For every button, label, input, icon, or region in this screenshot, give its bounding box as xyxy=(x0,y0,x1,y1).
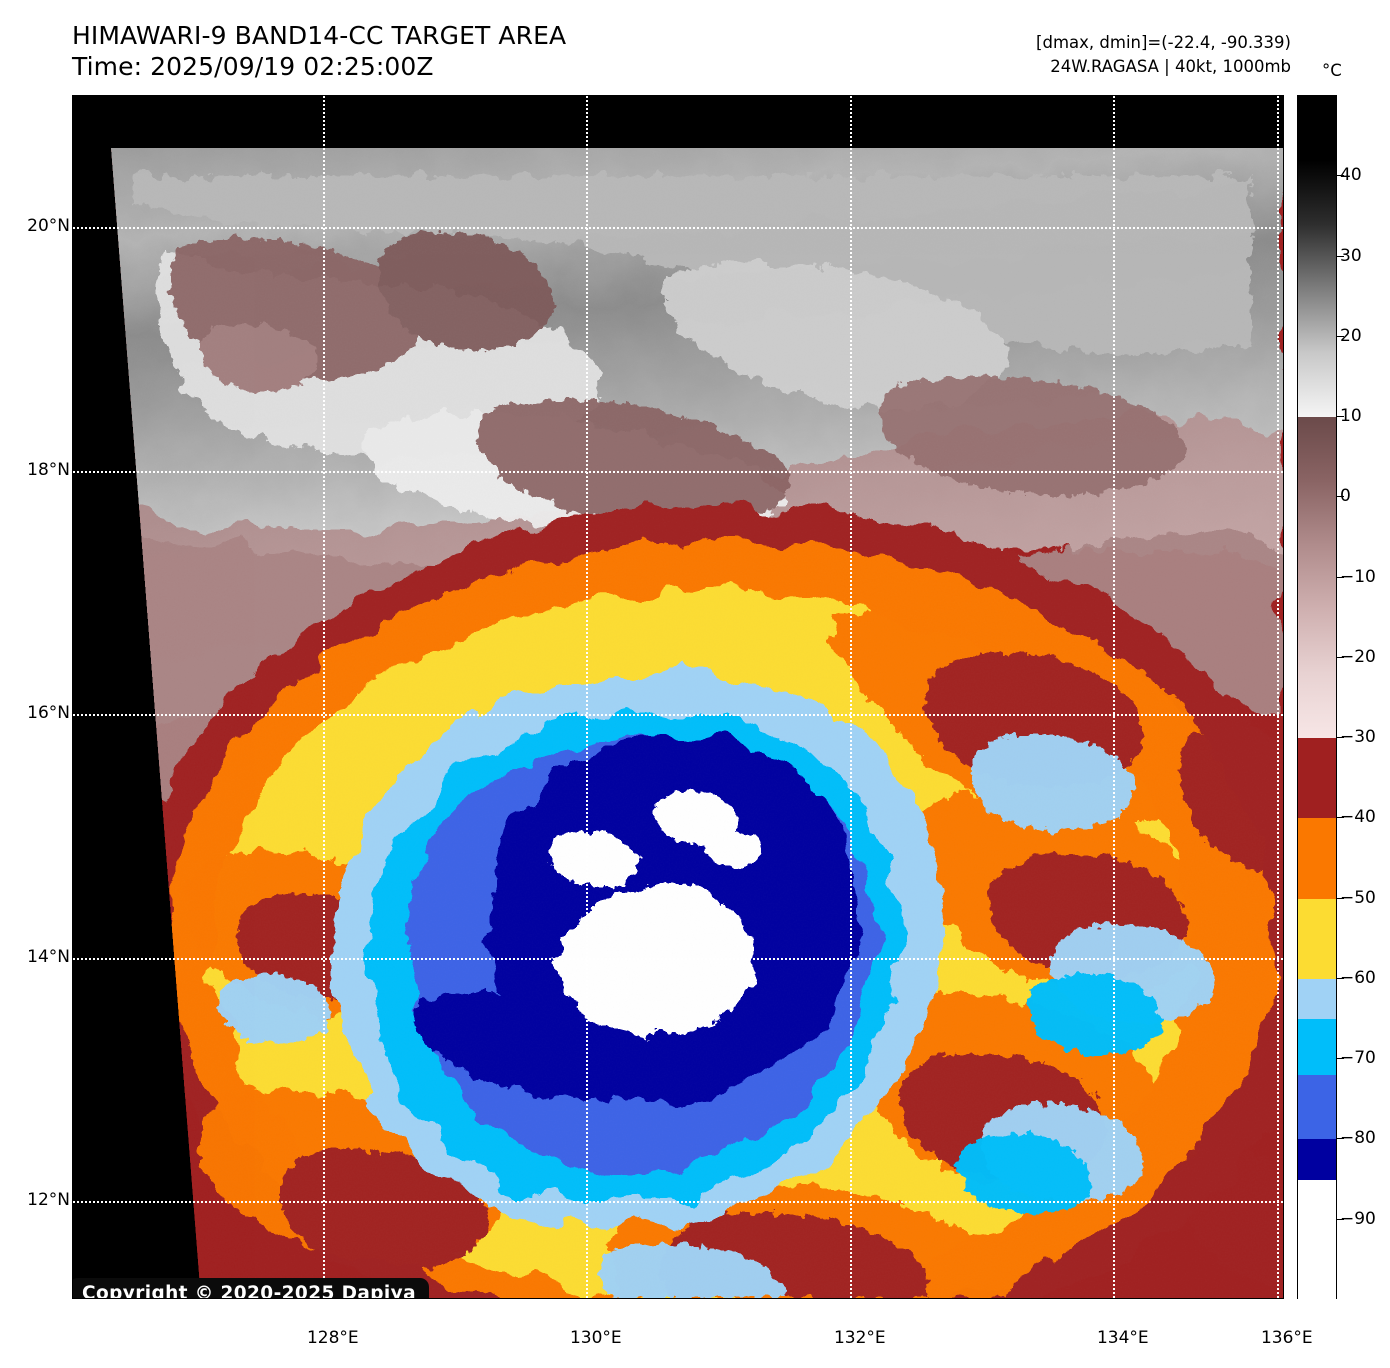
colorbar-tickmark xyxy=(1337,1138,1344,1140)
colorbar-tick-neg20: −20 xyxy=(1340,646,1376,667)
colorbar-tick-neg50: −50 xyxy=(1340,887,1376,908)
colorbar-tick-neg10: −10 xyxy=(1340,566,1376,587)
observation-time: Time: 2025/09/19 02:25:00Z xyxy=(72,52,434,81)
colorbar-tick-neg60: −60 xyxy=(1340,967,1376,988)
colorbar-tickmark xyxy=(1337,175,1344,177)
colorbar-tick-20: 20 xyxy=(1340,325,1362,346)
colorbar-band-cyan xyxy=(1298,1019,1336,1076)
colorbar-tickmark xyxy=(1337,817,1344,819)
xtick-132e-label: 132°E xyxy=(833,1328,886,1348)
colorbar-tick-30: 30 xyxy=(1340,245,1362,266)
ytick-20n: 20°N xyxy=(0,196,70,256)
copyright-watermark: Copyright © 2020-2025 Dapiya xyxy=(73,1278,429,1298)
colorbar-tick-neg90: −90 xyxy=(1340,1208,1376,1229)
colorbar-unit-label: °C xyxy=(1322,61,1342,80)
ytick-18n-label: 18°N xyxy=(27,460,70,480)
ytick-16n-label: 16°N xyxy=(27,703,70,723)
ytick-18n: 18°N xyxy=(0,440,70,500)
xtick-136e: 136°E xyxy=(1239,1308,1313,1368)
xtick-130e: 130°E xyxy=(548,1308,622,1368)
colorbar-tickmark xyxy=(1337,1058,1344,1060)
colorbar-tick-neg40: −40 xyxy=(1340,807,1376,828)
colorbar-tickmark xyxy=(1337,737,1344,739)
colorbar-tickmark xyxy=(1337,496,1344,498)
xtick-128e: 128°E xyxy=(285,1308,359,1368)
metadata-block: [dmax, dmin]=(-22.4, -90.339) 24W.RAGASA… xyxy=(1036,31,1291,79)
colorbar-band-yellow xyxy=(1298,898,1336,979)
colorbar-tickmark xyxy=(1337,977,1344,979)
colorbar-tickmark xyxy=(1337,255,1344,257)
ytick-20n-label: 20°N xyxy=(27,216,70,236)
ytick-12n: 12°N xyxy=(0,1170,70,1230)
colorbar-tickmark xyxy=(1337,576,1344,578)
colorbar-band-dark-red xyxy=(1298,738,1336,819)
satellite-imagery xyxy=(73,96,1283,1298)
colorbar-tickmark xyxy=(1337,656,1344,658)
colorbar-band-mauve-ramp xyxy=(1298,417,1336,739)
colorbar-band-blue xyxy=(1298,1075,1336,1140)
xtick-128e-label: 128°E xyxy=(306,1328,359,1348)
xtick-136e-label: 136°E xyxy=(1260,1328,1313,1348)
page-title: HIMAWARI-9 BAND14-CC TARGET AREA xyxy=(72,21,567,50)
colorbar-tickmark xyxy=(1337,416,1344,418)
colorbar-tick-neg30: −30 xyxy=(1340,727,1376,748)
colorbar-tick-40: 40 xyxy=(1340,165,1362,186)
xtick-132e: 132°E xyxy=(812,1308,886,1368)
colorbar-tickmark xyxy=(1337,335,1344,337)
ytick-14n-label: 14°N xyxy=(27,947,70,967)
ytick-12n-label: 12°N xyxy=(27,1190,70,1210)
colorbar-band-grayscale-warm xyxy=(1298,96,1336,418)
colorbar-band-light-blue xyxy=(1298,978,1336,1020)
dmax-dmin-label: [dmax, dmin]=(-22.4, -90.339) xyxy=(1036,33,1291,52)
colorbar-tickmark xyxy=(1337,1218,1344,1220)
satellite-plot-area[interactable]: Copyright © 2020-2025 Dapiya xyxy=(72,95,1284,1299)
ytick-16n: 16°N xyxy=(0,683,70,743)
xtick-130e-label: 130°E xyxy=(569,1328,622,1348)
colorbar-tick-neg70: −70 xyxy=(1340,1048,1376,1069)
colorbar-band-white-coldest xyxy=(1298,1179,1336,1300)
colorbar-tick-0: 0 xyxy=(1340,486,1351,507)
xtick-134e-label: 134°E xyxy=(1096,1328,1149,1348)
storm-info-label: 24W.RAGASA | 40kt, 1000mb xyxy=(1050,57,1291,76)
xtick-134e: 134°E xyxy=(1075,1308,1149,1368)
colorbar-band-orange xyxy=(1298,818,1336,899)
colorbar-tickmark xyxy=(1337,897,1344,899)
colorbar-band-navy xyxy=(1298,1139,1336,1180)
colorbar-tick-10: 10 xyxy=(1340,406,1362,427)
title-block: HIMAWARI-9 BAND14-CC TARGET AREA Time: 2… xyxy=(72,20,566,82)
temperature-colorbar[interactable] xyxy=(1297,95,1337,1300)
colorbar-tick-neg80: −80 xyxy=(1340,1128,1376,1149)
ytick-14n: 14°N xyxy=(0,927,70,987)
